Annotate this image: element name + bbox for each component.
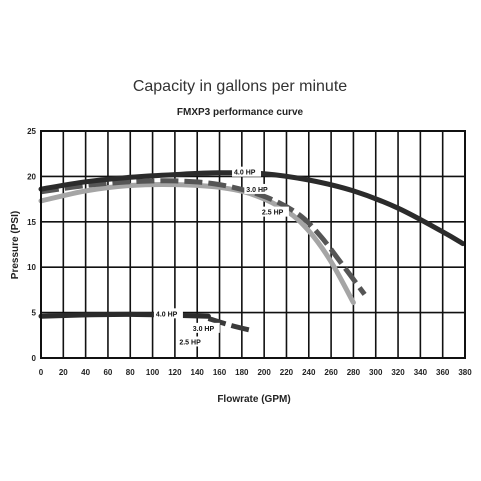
chart-subtitle: FMXP3 performance curve (177, 107, 304, 118)
curve-label: 2.5 HP (179, 339, 201, 346)
x-tick-label: 220 (280, 368, 294, 377)
y-tick-label: 10 (27, 263, 36, 272)
series-line-power-4-0-hp (38, 311, 211, 319)
x-tick-label: 260 (324, 368, 338, 377)
x-tick-label: 360 (436, 368, 450, 377)
curve-label: 4.0 HP (156, 311, 178, 318)
series-line-pressure-3-0-hp (40, 178, 367, 296)
x-tick-label: 140 (191, 368, 205, 377)
chart-title: Capacity in gallons per minute (133, 78, 347, 95)
x-tick-label: 40 (81, 368, 90, 377)
x-tick-label: 380 (458, 368, 472, 377)
y-tick-label: 0 (32, 354, 37, 363)
x-tick-label: 340 (414, 368, 428, 377)
series-line-pressure-4-0-hp (38, 170, 466, 247)
y-tick-label: 5 (32, 309, 37, 318)
x-tick-label: 80 (126, 368, 135, 377)
x-tick-label: 60 (103, 368, 112, 377)
curve-label: 3.0 HP (246, 187, 268, 194)
x-tick-label: 320 (391, 368, 405, 377)
x-tick-label: 20 (59, 368, 68, 377)
plot-frame (40, 130, 466, 359)
y-tick-label: 15 (27, 218, 36, 227)
x-tick-label: 200 (257, 368, 271, 377)
y-axis-label: Pressure (PSI) (10, 211, 21, 279)
curve-labels: 4.0 HP 3.0 HP 2.5 HP 4.0 HP 3.0 HP 2.5 HP (153, 166, 289, 347)
x-axis-label: Flowrate (GPM) (217, 394, 290, 405)
curve-label: 3.0 HP (193, 326, 215, 333)
x-axis-ticks: 0 20 40 60 80 100 120 140 160 180 200 220 240 260 280 3… (39, 368, 472, 377)
y-axis-ticks: 0 5 10 15 20 25 (27, 127, 36, 363)
curve-label-backing (232, 166, 262, 177)
y-tick-label: 25 (27, 127, 36, 136)
curve-label: 4.0 HP (234, 170, 256, 177)
curve-label-backing (177, 336, 207, 347)
x-tick-label: 240 (302, 368, 316, 377)
curve-label-backing (153, 308, 183, 319)
y-tick-label: 20 (27, 172, 36, 181)
x-tick-label: 280 (347, 368, 361, 377)
x-tick-label: 100 (146, 368, 160, 377)
x-tick-label: 180 (235, 368, 249, 377)
x-tick-label: 160 (213, 368, 227, 377)
series-line-power-3-0-hp (207, 316, 254, 334)
grid (41, 131, 465, 358)
x-tick-label: 0 (39, 368, 44, 377)
curve-label-backing (190, 322, 220, 333)
x-tick-label: 120 (168, 368, 182, 377)
series-layer (38, 170, 466, 334)
curve-label: 2.5 HP (262, 210, 284, 217)
curve-label-backing (244, 183, 274, 194)
x-tick-label: 300 (369, 368, 383, 377)
curve-label-backing (259, 206, 289, 217)
